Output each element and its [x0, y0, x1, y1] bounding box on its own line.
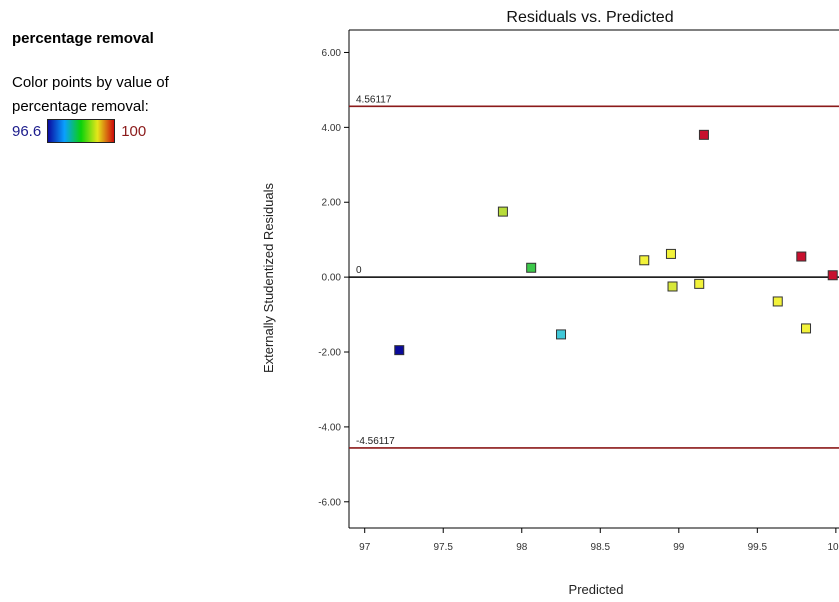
data-point — [796, 251, 807, 262]
reference-line-label: 0 — [356, 265, 362, 276]
color-gradient-bar — [47, 119, 116, 143]
y-axis: 6.00 4.00 2.00 0.00 -2.00 -4.00 -6.00 — [318, 48, 349, 508]
color-legend: 96.6 100 — [12, 119, 242, 143]
y-tick-label: 0.00 — [322, 273, 342, 284]
y-tick-label: -2.00 — [318, 348, 341, 359]
color-by-label: Color points by value of percentage remo… — [12, 74, 169, 115]
y-tick-label: 6.00 — [322, 48, 342, 59]
data-point — [556, 329, 567, 340]
legend-min-value: 96.6 — [12, 122, 42, 140]
reference-line-label: -4.56117 — [356, 436, 395, 447]
reference-line-label: 4.56117 — [356, 94, 392, 105]
y-axis-title: Externally Studentized Residuals — [261, 182, 276, 373]
x-axis-title: Predicted — [569, 582, 624, 597]
x-tick-label: 100 — [828, 542, 839, 553]
data-points — [394, 129, 838, 356]
y-tick-label: -6.00 — [318, 497, 341, 508]
x-tick-label: 98 — [516, 542, 528, 553]
data-point — [497, 206, 508, 217]
data-point — [526, 262, 537, 273]
y-tick-label: 2.00 — [322, 198, 342, 209]
data-point — [667, 281, 678, 292]
data-point — [665, 248, 676, 259]
x-axis: 97 97.5 98 98.5 99 99.5 100 — [359, 528, 839, 553]
y-tick-label: 4.00 — [322, 123, 342, 134]
plot-area — [348, 29, 839, 529]
data-point — [801, 323, 812, 334]
legend-max-value: 100 — [121, 122, 147, 140]
y-tick-label: -4.00 — [318, 422, 341, 433]
data-point — [394, 345, 405, 356]
x-tick-label: 99.5 — [748, 542, 768, 553]
chart-title: Residuals vs. Predicted — [506, 9, 673, 26]
x-tick-label: 97.5 — [433, 542, 453, 553]
data-point — [639, 255, 650, 266]
data-point — [694, 278, 705, 289]
side-panel: percentage removal Color points by value… — [12, 30, 242, 143]
data-point — [827, 270, 838, 281]
reference-lines: 4.56117 0 -4.56117 — [349, 94, 839, 449]
response-name: percentage removal — [12, 30, 154, 47]
data-point — [772, 296, 783, 307]
x-tick-label: 99 — [673, 542, 685, 553]
x-tick-label: 97 — [359, 542, 371, 553]
data-point — [698, 129, 709, 140]
x-tick-label: 98.5 — [591, 542, 611, 553]
